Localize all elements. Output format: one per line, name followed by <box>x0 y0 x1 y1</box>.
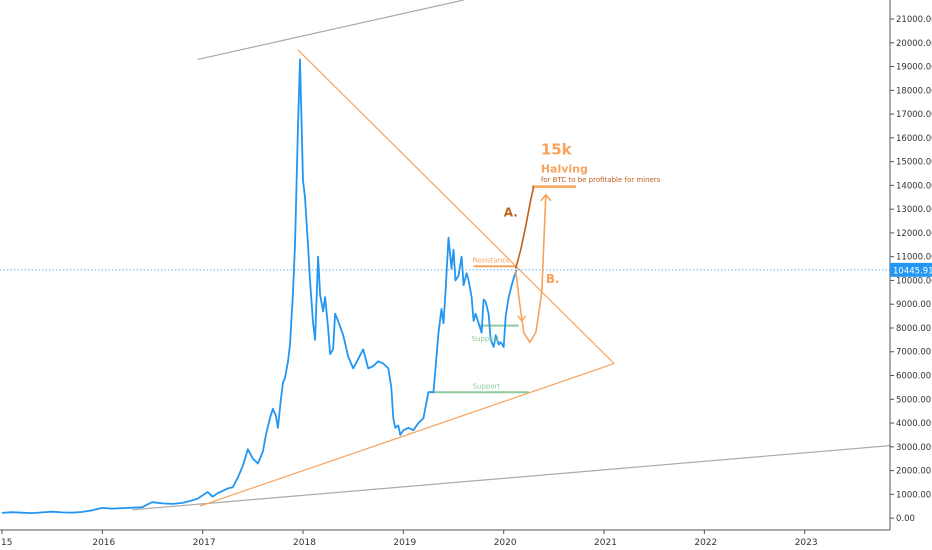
guide-lines-layer <box>0 0 891 511</box>
current-price-label: 10445.91 <box>890 262 932 277</box>
x-tick-label: 2021 <box>594 538 617 548</box>
current-price-label-text: 10445.91 <box>893 266 932 276</box>
y-tick-label: 17000.00 <box>896 110 932 120</box>
y-tick-label: 19000.00 <box>896 63 932 73</box>
y-tick-label: 8000.00 <box>896 324 931 334</box>
annotation-support-lower: Support <box>473 383 501 391</box>
price-series-layer <box>1 58 518 514</box>
scenario-a-path <box>514 186 535 269</box>
y-tick-label: 5000.00 <box>896 395 931 405</box>
pullback-arrowhead <box>517 315 527 322</box>
x-tick-label: 2020 <box>494 538 517 548</box>
annotation-resistance: Resistance <box>473 257 511 265</box>
y-tick-label: 4000.00 <box>896 419 931 429</box>
lower-channel-line <box>132 445 891 511</box>
x-tick-label: 15 <box>1 538 12 548</box>
x-tick-label: 2016 <box>92 538 115 548</box>
y-tick-label: 1000.00 <box>896 490 931 500</box>
scenario-b-arrowhead <box>540 193 552 202</box>
triangle-top-line <box>297 49 615 365</box>
y-tick-label: 20000.00 <box>896 39 932 49</box>
y-tick-label: 21000.00 <box>896 15 932 25</box>
x-tick-label: 2022 <box>694 538 717 548</box>
y-tick-label: 0.00 <box>896 514 915 524</box>
current-price-label-box <box>890 262 932 277</box>
annotation-halving-sub: for BTC to be profitable for miners <box>541 176 661 184</box>
y-tick-label: 16000.00 <box>896 134 932 144</box>
scenario-b-path <box>514 194 547 344</box>
annotation-scenario-a: A. <box>504 205 518 219</box>
y-tick-label: 18000.00 <box>896 86 932 96</box>
y-tick-label: 14000.00 <box>896 181 932 191</box>
price-series-line <box>1 58 518 514</box>
y-tick-label: 12000.00 <box>896 229 932 239</box>
annotation-scenario-b: B. <box>546 272 560 286</box>
y-tick-label: 2000.00 <box>896 467 931 477</box>
upper-channel-line <box>197 0 464 60</box>
annotation-support-upper: Support <box>472 335 500 343</box>
y-tick-label: 3000.00 <box>896 443 931 453</box>
y-tick-label: 15000.00 <box>896 158 932 168</box>
annotation-15k: 15k <box>541 140 573 158</box>
x-tick-label: 2018 <box>293 538 316 548</box>
x-tick-label: 2023 <box>795 538 818 548</box>
y-tick-label: 7000.00 <box>896 348 931 358</box>
x-tick-label: 2019 <box>393 538 416 548</box>
triangle-bottom-line <box>199 363 615 507</box>
x-tick-label: 2017 <box>193 538 216 548</box>
y-tick-label: 11000.00 <box>896 253 932 263</box>
annotation-halving: Halving <box>541 162 588 175</box>
y-tick-label: 10000.00 <box>896 276 932 286</box>
y-tick-label: 6000.00 <box>896 372 931 382</box>
y-tick-label: 9000.00 <box>896 300 931 310</box>
y-tick-label: 13000.00 <box>896 205 932 215</box>
